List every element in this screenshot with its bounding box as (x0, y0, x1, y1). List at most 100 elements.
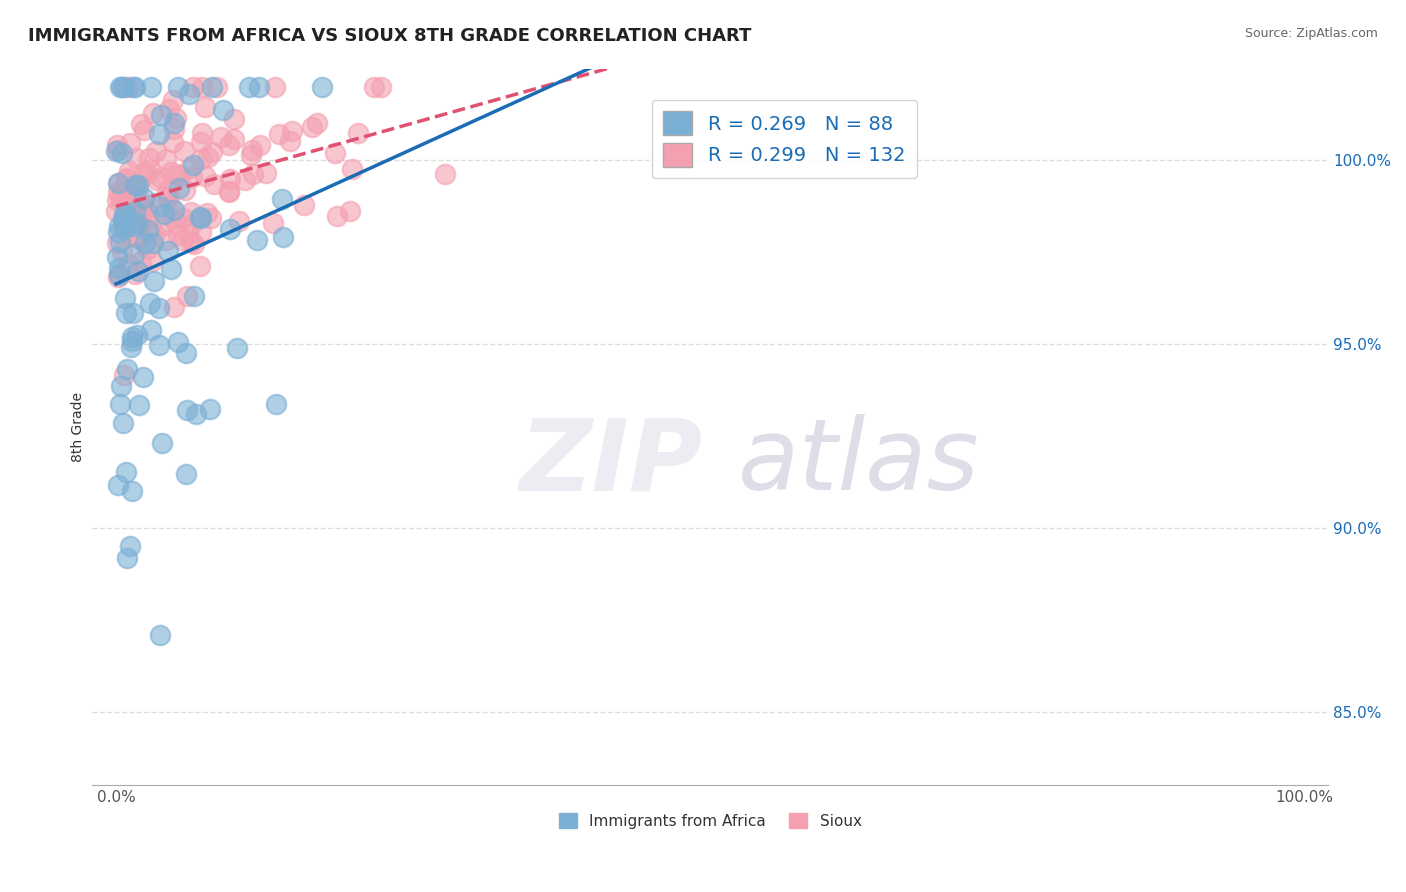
Point (246, 233, 269, 247)
Point (174, 346, 197, 360)
Point (224, 112, 246, 126)
Point (117, 79, 139, 94)
Point (238, 79, 260, 94)
Point (128, 398, 150, 412)
Point (339, 203, 361, 218)
Point (122, 180, 145, 194)
Point (190, 211, 212, 225)
Point (183, 289, 205, 303)
Point (108, 235, 131, 249)
Point (125, 327, 148, 342)
Point (160, 211, 183, 226)
Point (122, 196, 145, 211)
Point (111, 79, 134, 94)
Point (120, 539, 142, 553)
Point (155, 152, 177, 166)
Point (125, 230, 148, 244)
Point (134, 235, 156, 250)
Point (200, 79, 222, 94)
Point (162, 93, 184, 107)
Point (141, 254, 163, 268)
Point (118, 201, 141, 215)
Point (181, 169, 204, 184)
Point (142, 236, 165, 251)
Text: Source: ZipAtlas.com: Source: ZipAtlas.com (1244, 27, 1378, 40)
Point (107, 177, 129, 191)
Point (115, 170, 138, 185)
Point (105, 204, 128, 219)
Point (118, 136, 141, 150)
Point (271, 192, 294, 206)
Point (155, 234, 177, 248)
Point (132, 164, 155, 178)
Point (110, 379, 132, 393)
Point (159, 199, 181, 213)
Point (219, 171, 242, 186)
Point (107, 177, 129, 191)
Point (112, 188, 135, 202)
Point (121, 484, 143, 499)
Y-axis label: 8th Grade: 8th Grade (72, 392, 86, 462)
Point (218, 184, 240, 198)
Point (269, 128, 291, 142)
Point (107, 268, 129, 282)
Point (191, 79, 214, 94)
Point (433, 167, 456, 181)
Point (127, 178, 149, 193)
Point (195, 206, 218, 220)
Point (114, 171, 136, 186)
Point (138, 152, 160, 166)
Point (307, 116, 329, 130)
Point (125, 216, 148, 230)
Point (169, 169, 191, 184)
Point (264, 397, 287, 411)
Point (176, 289, 198, 303)
Point (112, 212, 135, 227)
Point (190, 135, 212, 149)
Point (111, 244, 134, 259)
Point (114, 207, 136, 221)
Point (122, 79, 145, 94)
Point (108, 397, 131, 411)
Point (167, 334, 190, 349)
Point (219, 221, 242, 235)
Point (156, 185, 179, 199)
Point (163, 203, 186, 218)
Point (125, 179, 148, 194)
Point (115, 465, 138, 479)
Point (107, 269, 129, 284)
Point (124, 79, 146, 94)
Point (111, 220, 134, 235)
Point (194, 100, 217, 114)
Point (141, 323, 163, 337)
Point (107, 268, 129, 282)
Point (209, 129, 232, 144)
Point (120, 340, 142, 354)
Point (347, 127, 370, 141)
Point (111, 146, 134, 161)
Point (176, 402, 198, 417)
Text: IMMIGRANTS FROM AFRICA VS SIOUX 8TH GRADE CORRELATION CHART: IMMIGRANTS FROM AFRICA VS SIOUX 8TH GRAD… (28, 27, 751, 45)
Point (107, 143, 129, 157)
Point (325, 146, 347, 161)
Point (149, 108, 172, 122)
Point (263, 79, 285, 94)
Point (165, 111, 187, 125)
Point (132, 198, 155, 212)
Point (142, 275, 165, 289)
Point (200, 211, 222, 226)
Point (226, 341, 249, 355)
Point (224, 132, 246, 146)
Point (370, 79, 392, 94)
Point (200, 401, 222, 416)
Point (145, 144, 167, 158)
Point (190, 225, 212, 239)
Point (112, 79, 135, 94)
Point (127, 181, 149, 195)
Point (166, 167, 188, 181)
Point (110, 79, 132, 94)
Point (107, 185, 129, 199)
Point (166, 227, 188, 242)
Point (108, 261, 131, 276)
Point (301, 120, 323, 135)
